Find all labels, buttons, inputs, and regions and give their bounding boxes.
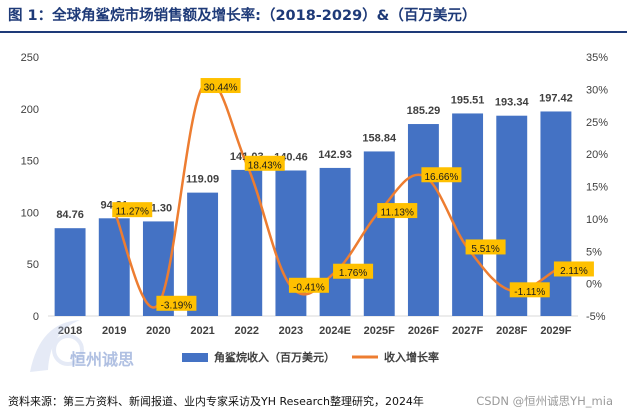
y-left-tick-label: 0 xyxy=(33,311,39,323)
growth-value-label: 2.11% xyxy=(560,266,588,277)
title-rule xyxy=(0,31,627,33)
x-tick-label: 2022 xyxy=(235,325,259,337)
x-tick-label: 2029F xyxy=(540,325,571,337)
x-tick-label: 2027F xyxy=(452,325,483,337)
growth-label-box xyxy=(333,263,374,279)
bar xyxy=(407,124,439,317)
growth-label-box xyxy=(244,155,285,171)
bar-value-label: 84.76 xyxy=(56,209,84,221)
y-right-tick-label: 0% xyxy=(586,279,602,291)
y-right-tick-label: 30% xyxy=(586,84,608,96)
bar-value-label: 193.34 xyxy=(495,97,530,109)
x-tick-label: 2021 xyxy=(190,325,214,337)
growth-label-box xyxy=(112,202,153,218)
source-note: 资料来源：第三方资料、新闻报道、业内专家采访及YH Research整理研究，2… xyxy=(8,395,424,408)
bar-value-label: 158.84 xyxy=(362,132,397,144)
figure-label: 图 1： xyxy=(8,8,53,24)
legend-swatch-revenue xyxy=(182,353,208,362)
growth-value-label: 11.13% xyxy=(381,208,414,219)
bar xyxy=(452,113,484,317)
y-right-tick-label: 10% xyxy=(586,214,608,226)
y-left-tick-label: 100 xyxy=(21,207,39,219)
x-tick-label: 2026F xyxy=(408,325,439,337)
growth-label-box xyxy=(377,203,418,219)
growth-label-box xyxy=(509,282,550,298)
x-tick-label: 2024E xyxy=(319,325,351,337)
logo-text: 恒州诚思 xyxy=(70,350,135,369)
bar xyxy=(363,151,395,316)
x-tick-label: 2025F xyxy=(364,325,395,337)
y-right-tick-label: 5% xyxy=(586,246,602,258)
bar-value-label: 195.51 xyxy=(451,94,485,106)
y-right-tick-label: 15% xyxy=(586,182,608,194)
growth-value-label: 30.44% xyxy=(204,83,238,94)
growth-label-box xyxy=(553,261,594,277)
growth-value-label: 11.27% xyxy=(116,207,149,218)
y-right-tick-label: 25% xyxy=(586,117,608,129)
y-left-tick-label: 250 xyxy=(21,52,39,64)
x-tick-label: 2019 xyxy=(102,325,126,337)
legend-label-growth: 收入增长率 xyxy=(384,350,439,364)
y-left-tick-label: 200 xyxy=(21,104,39,116)
bar-value-label: 185.29 xyxy=(407,105,441,117)
bar xyxy=(98,218,130,316)
bar xyxy=(319,167,351,316)
growth-value-label: -1.11% xyxy=(514,287,545,298)
bar xyxy=(187,192,219,316)
y-right-tick-label: 35% xyxy=(586,52,608,64)
y-right-tick-label: -5% xyxy=(586,311,606,323)
y-right-tick-label: 20% xyxy=(586,149,608,161)
y-left-tick-label: 150 xyxy=(21,156,39,168)
bar-value-label: 142.93 xyxy=(318,149,352,161)
watermark: CSDN @恒州诚思YH_mia xyxy=(476,394,613,408)
growth-label-box xyxy=(288,277,329,293)
bar xyxy=(54,228,86,316)
bar xyxy=(540,111,572,317)
title-text: 全球角鲨烷市场销售额及增长率:（2018-2029）&（百万美元） xyxy=(52,8,477,24)
growth-label-box xyxy=(421,167,462,183)
company-logo-icon xyxy=(30,320,84,372)
y-left-tick-label: 50 xyxy=(27,259,39,271)
growth-value-label: 5.51% xyxy=(471,244,499,255)
growth-value-label: 16.66% xyxy=(424,172,458,183)
combo-chart: 0 50 100 150 200 250 -5% 0% 5% 10% 15% 20% 25% 30% 35%… xyxy=(21,52,609,364)
growth-label-box xyxy=(200,78,241,94)
growth-value-label: 1.76% xyxy=(339,268,367,279)
x-tick-label: 2023 xyxy=(279,325,303,337)
bar-value-label: 119.09 xyxy=(186,174,219,186)
growth-label-box xyxy=(156,295,197,311)
x-tick-label: 2018 xyxy=(58,325,82,337)
legend-label-revenue: 角鲨烷收入（百万美元） xyxy=(214,350,335,364)
growth-value-label: -3.19% xyxy=(161,300,193,311)
growth-label-box xyxy=(465,239,506,255)
growth-value-label: 18.43% xyxy=(248,160,282,171)
bar-value-label: 197.42 xyxy=(539,92,573,104)
x-tick-label: 2020 xyxy=(146,325,170,337)
chart-title: 图 1：全球角鲨烷市场销售额及增长率:（2018-2029）&（百万美元） xyxy=(8,4,476,26)
growth-value-label: -0.41% xyxy=(293,282,325,293)
x-tick-label: 2028F xyxy=(496,325,527,337)
